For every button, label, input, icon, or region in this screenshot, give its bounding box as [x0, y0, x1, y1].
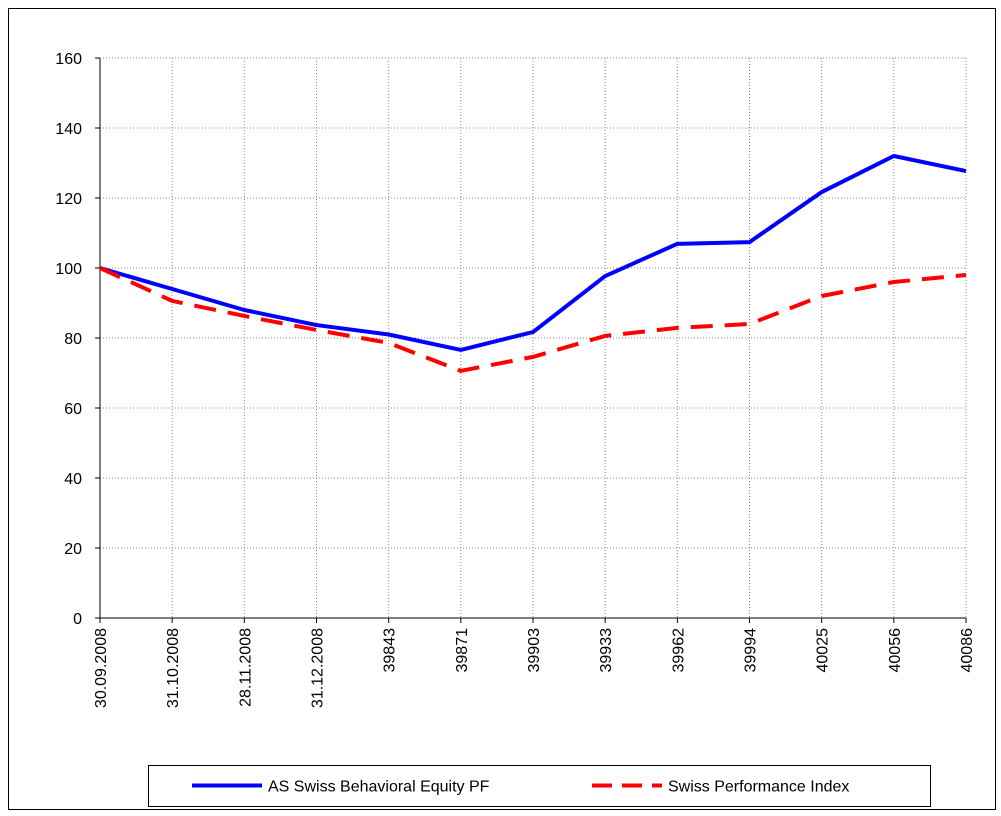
y-tick-label: 40 [64, 471, 82, 488]
x-tick-label: 39843 [382, 628, 399, 673]
y-tick-label: 20 [64, 541, 82, 558]
x-tick-label: 40086 [959, 628, 976, 673]
x-tick-label: 40056 [887, 628, 904, 673]
series-line [99, 266, 967, 373]
legend-box [148, 765, 931, 807]
legend-label: AS Swiss Behavioral Equity PF [268, 779, 490, 796]
legend-label: Swiss Performance Index [668, 779, 849, 796]
y-tick-label: 60 [64, 401, 82, 418]
x-tick-label: 39962 [670, 628, 687, 673]
y-tick-label: 100 [55, 261, 82, 278]
y-tick-label: 0 [73, 611, 82, 628]
x-tick-label: 39994 [743, 628, 760, 673]
x-tick-label: 31.10.2008 [165, 628, 182, 708]
y-tick-label: 160 [55, 51, 82, 68]
y-tick-label: 80 [64, 331, 82, 348]
y-tick-label: 140 [55, 121, 82, 138]
x-tick-label: 39933 [598, 628, 615, 673]
y-tick-label: 120 [55, 191, 82, 208]
x-tick-label: 30.09.2008 [93, 628, 110, 708]
x-tick-label: 28.11.2008 [237, 628, 254, 707]
x-tick-label: 31.12.2008 [310, 628, 327, 708]
x-tick-label: 39871 [454, 628, 471, 673]
series-line [99, 154, 967, 352]
x-tick-label: 40025 [815, 628, 832, 673]
x-tick-label: 39903 [526, 628, 543, 673]
